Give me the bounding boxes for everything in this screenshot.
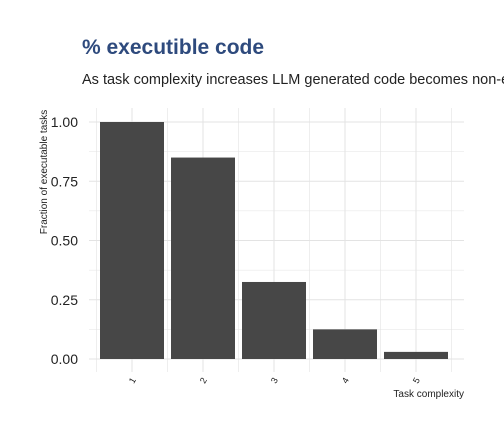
x-tick-label: 1	[127, 376, 138, 385]
y-axis-title: Fraction of executable tasks	[39, 110, 50, 235]
x-tick-label: 2	[198, 376, 209, 385]
bar-1	[100, 122, 164, 359]
bar-2	[171, 157, 235, 359]
y-tick-label: 1.00	[51, 114, 78, 130]
x-tick-label: 5	[411, 376, 422, 385]
chart-title: % executible code	[82, 36, 265, 59]
y-tick-label: 0.25	[51, 292, 78, 308]
bar-5	[384, 351, 448, 359]
y-axis-ticks: 0.00 0.25 0.50 0.75 1.00	[51, 114, 78, 367]
y-tick-label: 0.00	[51, 351, 78, 367]
y-tick-label: 0.75	[51, 173, 78, 189]
bars	[100, 122, 448, 359]
x-tick-label: 3	[269, 376, 280, 385]
bar-4	[313, 329, 377, 359]
bar-3	[242, 281, 306, 359]
chart-subtitle: As task complexity increases LLM generat…	[82, 72, 504, 88]
y-tick-label: 0.50	[51, 233, 78, 249]
x-axis-ticks: 1 2 3 4 5	[127, 376, 422, 385]
x-axis-title: Task complexity	[393, 389, 464, 400]
x-tick-label: 4	[340, 376, 351, 385]
